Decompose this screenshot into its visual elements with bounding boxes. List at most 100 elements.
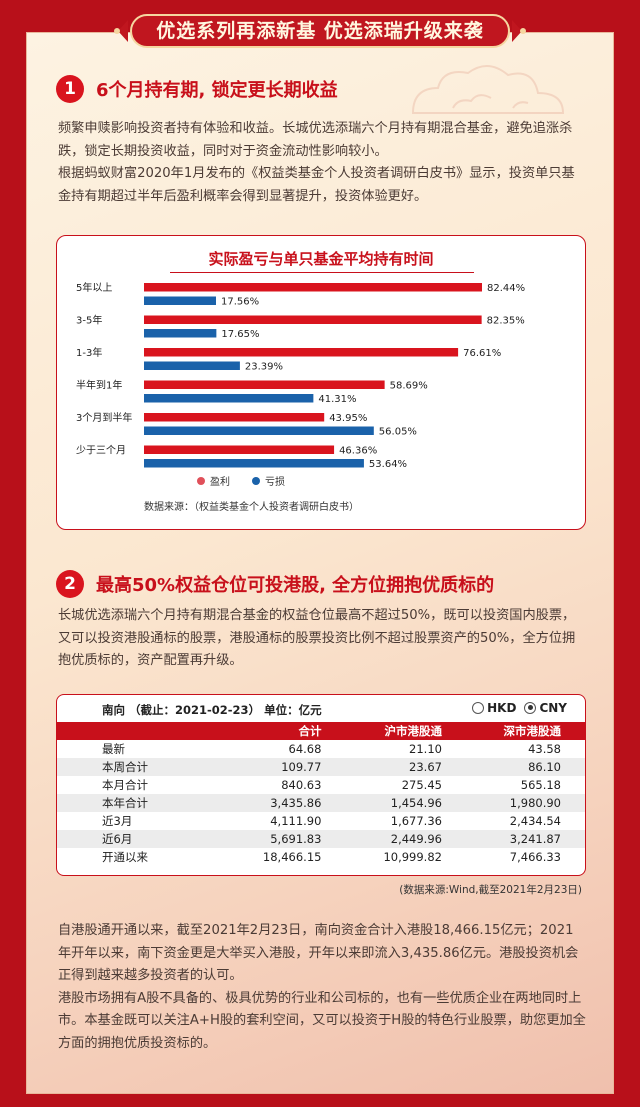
section1-body: 频繁申赎影响投资者持有体验和收益。长城优选添瑞六个月持有期混合基金，避免追涨杀跌… [58, 118, 586, 208]
value-cell: 18,466.15 [262, 850, 322, 864]
row-label-cell: 最新 [102, 742, 125, 756]
value-cell: 5,691.83 [224, 830, 346, 848]
loss-bar [144, 329, 217, 338]
bar-value-label: 58.69% [390, 381, 428, 392]
bar-value-label: 76.61% [463, 348, 501, 359]
value-cell: 1,677.36 [390, 814, 442, 828]
column-header: 深市港股通 [465, 722, 585, 740]
bar-value-label: 17.65% [221, 329, 259, 340]
row-label-cell: 本年合计 [57, 794, 225, 812]
chart-title: 实际盈亏与单只基金平均持有时间 [208, 250, 434, 268]
profit-bar [144, 283, 483, 292]
loss-bar [144, 426, 374, 435]
value-cell: 23.67 [345, 758, 466, 776]
cloud-decoration-icon [411, 65, 565, 114]
currency-toggle: HKD CNY [464, 701, 567, 715]
loss-bar [144, 296, 216, 305]
section1-paragraph: 根据蚂蚁财富2020年1月发布的《权益类基金个人投资者调研白皮书》显示，投资单只… [58, 166, 575, 204]
section3-paragraph: 港股市场拥有A股不具备的、极具优势的行业和公司标的，也有一些优质企业在两地同时上… [58, 990, 586, 1051]
value-cell: 86.10 [465, 758, 585, 776]
section2-title: 最高50%权益仓位可投港股, 全方位拥抱优质标的 [96, 575, 495, 596]
table-source-note: (数据来源:Wind,截至2021年2月23日) [399, 884, 582, 896]
banner-left-ornament-icon [114, 20, 128, 42]
column-header: 合计 [224, 722, 346, 740]
section1-paragraph: 频繁申赎影响投资者持有体验和收益。长城优选添瑞六个月持有期混合基金，避免追涨杀跌… [58, 121, 573, 159]
table-caption: 南向 （截止：2021-02-23） 单位：亿元 [102, 703, 322, 717]
row-label-cell: 近3月 [102, 814, 133, 828]
chart-title-underline [170, 272, 474, 273]
bar-value-label: 56.05% [379, 427, 417, 438]
profit-bar [144, 445, 335, 454]
table-row: 本月合计 840.63 275.45 565.18 [57, 776, 585, 794]
row-label-cell: 近6月 [57, 830, 225, 848]
profit-bar [144, 413, 325, 422]
table-row: 开通以来 18,466.15 10,999.82 7,466.33 [57, 848, 585, 866]
column-header [57, 722, 225, 740]
value-cell: 2,434.54 [509, 814, 561, 828]
category-label: 3-5年 [76, 314, 102, 327]
radio-hkd-icon[interactable] [472, 702, 485, 714]
profit-bar [144, 315, 482, 324]
column-header: 沪市港股通 [345, 722, 466, 740]
page-banner: 优选系列再添新基 优选添瑞升级来袭 [130, 14, 510, 48]
table-row: 最新 64.68 21.10 43.58 [57, 740, 585, 758]
flow-data-table: 合计 沪市港股通 深市港股通 最新 64.68 21.10 43.58 本周合计 109.… [57, 722, 585, 866]
value-cell: 3,435.86 [224, 794, 346, 812]
value-cell: 3,241.87 [465, 830, 585, 848]
bar-value-label: 17.56% [221, 297, 259, 308]
section2-header: 2 最高50%权益仓位可投港股, 全方位拥抱优质标的 [56, 570, 494, 598]
section1-title: 6个月持有期, 锁定更长期收益 [96, 80, 338, 101]
legend-loss-label: 亏损 [265, 477, 285, 488]
value-cell: 10,999.82 [383, 850, 442, 864]
loss-bar [144, 394, 314, 403]
category-label: 半年到1年 [76, 379, 122, 392]
legend-loss-dot-icon [252, 476, 260, 485]
loss-bar [144, 459, 364, 468]
value-cell: 109.77 [224, 758, 346, 776]
profit-bar [144, 380, 385, 389]
bar-value-label: 82.35% [487, 316, 525, 327]
bar-value-label: 53.64% [369, 459, 407, 470]
category-label: 3个月到半年 [76, 411, 132, 424]
value-cell: 840.63 [281, 778, 322, 792]
bar-value-label: 82.44% [487, 283, 525, 294]
radio-cny-icon[interactable] [524, 702, 537, 714]
table-row: 本年合计 3,435.86 1,454.96 1,980.90 [57, 794, 585, 812]
bar-value-label: 41.31% [318, 394, 356, 405]
value-cell: 4,111.90 [270, 814, 322, 828]
legend-item-profit: 盈利 [197, 473, 230, 488]
row-label-cell: 本月合计 [102, 778, 148, 792]
legend-profit-label: 盈利 [210, 477, 230, 488]
table-row: 近3月 4,111.90 1,677.36 2,434.54 [57, 812, 585, 830]
chart-source-note: 数据来源：（权益类基金个人投资者调研白皮书） [144, 502, 359, 513]
value-cell: 1,980.90 [465, 794, 585, 812]
section2-paragraph: 长城优选添瑞六个月持有期混合基金的权益仓位最高不超过50%，既可以投资国内股票，… [58, 608, 576, 668]
value-cell: 565.18 [520, 778, 561, 792]
table-header-bar: 南向 （截止：2021-02-23） 单位：亿元 HKD CNY [57, 695, 585, 723]
value-cell: 64.68 [288, 742, 322, 756]
content-panel [26, 32, 614, 1094]
table-row: 本周合计 109.77 23.67 86.10 [57, 758, 585, 776]
value-cell: 1,454.96 [345, 794, 466, 812]
bar-value-label: 23.39% [245, 362, 283, 373]
legend-profit-dot-icon [197, 476, 205, 485]
value-cell: 2,449.96 [345, 830, 466, 848]
value-cell: 43.58 [528, 742, 561, 756]
section1-number-badge: 1 [56, 75, 84, 103]
southbound-flow-table: 南向 （截止：2021-02-23） 单位：亿元 HKD CNY 合计 沪市港股… [56, 694, 586, 876]
value-cell: 275.45 [401, 778, 442, 792]
section1-header: 1 6个月持有期, 锁定更长期收益 [56, 75, 338, 103]
section2-body: 长城优选添瑞六个月持有期混合基金的权益仓位最高不超过50%，既可以投资国内股票，… [58, 605, 586, 673]
loss-bar [144, 361, 240, 370]
table-head-row: 合计 沪市港股通 深市港股通 [57, 722, 585, 740]
value-cell: 7,466.33 [509, 850, 561, 864]
section3-paragraph: 自港股通开通以来，截至2021年2月23日，南向资金合计入港股18,466.15… [58, 923, 579, 983]
currency-option-cny[interactable]: CNY [524, 701, 567, 715]
bar-value-label: 43.95% [329, 413, 367, 424]
currency-option-hkd[interactable]: HKD [472, 701, 516, 715]
banner-right-ornament-icon [512, 20, 526, 42]
legend-item-loss: 亏损 [252, 473, 285, 488]
category-label: 5年以上 [76, 281, 112, 294]
